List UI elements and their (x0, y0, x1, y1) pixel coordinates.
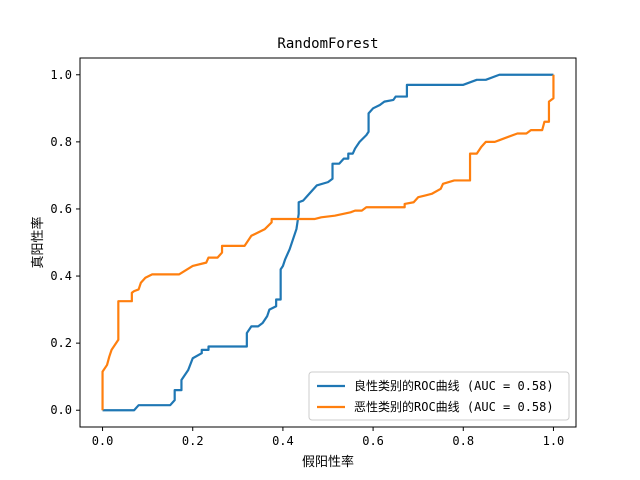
y-axis-label: 真阳性率 (30, 216, 46, 268)
legend: 良性类别的ROC曲线 (AUC = 0.58) 恶性类别的ROC曲线 (AUC … (308, 371, 570, 421)
roc-line-benign (102, 73, 554, 412)
axes-frame (79, 57, 577, 428)
legend-label-malignant: 恶性类别的ROC曲线 (AUC = 0.58) (354, 399, 554, 414)
y-tick-label: 0.8 (50, 135, 72, 149)
y-tick-label: 0.0 (50, 403, 72, 417)
chart-title: RandomForest (277, 36, 378, 52)
roc-line-malignant (101, 74, 555, 411)
y-tick-label: 0.2 (50, 336, 72, 350)
x-tick-label: 0.8 (452, 434, 474, 448)
x-axis-ticks: 0.0 0.2 0.4 0.6 0.8 1.0 (92, 427, 565, 448)
y-axis-ticks: 0.0 0.2 0.4 0.6 0.8 1.0 (50, 68, 80, 417)
x-axis-label: 假阳性率 (302, 454, 354, 470)
x-tick-label: 0.0 (92, 434, 114, 448)
legend-box (308, 371, 570, 421)
x-tick-label: 0.6 (362, 434, 384, 448)
y-tick-label: 0.6 (50, 202, 72, 216)
y-tick-label: 0.4 (50, 269, 72, 283)
x-tick-label: 1.0 (543, 434, 565, 448)
plot-area (101, 73, 555, 412)
legend-label-benign: 良性类别的ROC曲线 (AUC = 0.58) (354, 378, 554, 393)
x-tick-label: 0.2 (182, 434, 204, 448)
x-tick-label: 0.4 (272, 434, 294, 448)
y-tick-label: 1.0 (50, 68, 72, 82)
